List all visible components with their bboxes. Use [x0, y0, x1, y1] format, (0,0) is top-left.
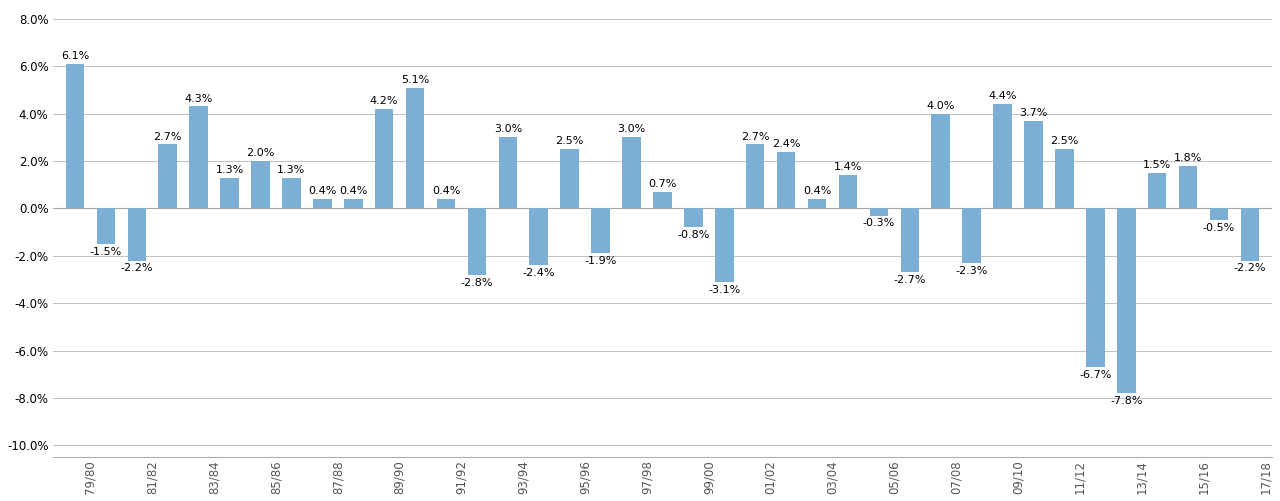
Text: -2.2%: -2.2%	[120, 264, 154, 274]
Text: 4.3%: 4.3%	[184, 94, 212, 104]
Bar	[561, 149, 579, 208]
Bar	[1210, 208, 1229, 220]
Bar	[251, 161, 270, 208]
Text: 0.4%: 0.4%	[308, 186, 337, 196]
Text: -0.8%: -0.8%	[677, 230, 709, 240]
Text: -2.4%: -2.4%	[522, 268, 556, 278]
Bar	[716, 208, 733, 282]
Text: 3.7%: 3.7%	[1019, 108, 1048, 118]
Bar	[128, 208, 146, 261]
Text: 2.5%: 2.5%	[1050, 136, 1079, 146]
Bar	[1117, 208, 1135, 393]
Text: -1.5%: -1.5%	[90, 247, 122, 257]
Text: 1.4%: 1.4%	[833, 162, 863, 172]
Bar	[499, 137, 517, 208]
Text: 0.4%: 0.4%	[803, 186, 831, 196]
Bar	[1024, 121, 1043, 208]
Bar	[159, 144, 177, 208]
Bar	[932, 114, 950, 208]
Bar	[684, 208, 703, 227]
Text: 1.3%: 1.3%	[278, 165, 306, 175]
Bar	[746, 144, 764, 208]
Bar	[591, 208, 609, 254]
Text: 4.0%: 4.0%	[927, 101, 955, 111]
Text: 6.1%: 6.1%	[61, 51, 90, 61]
Text: 2.7%: 2.7%	[741, 132, 769, 142]
Bar	[838, 175, 858, 208]
Text: 4.4%: 4.4%	[988, 91, 1016, 101]
Bar	[530, 208, 548, 266]
Bar	[314, 199, 332, 208]
Text: 2.7%: 2.7%	[154, 132, 182, 142]
Bar	[282, 177, 301, 208]
Bar	[65, 64, 84, 208]
Text: 3.0%: 3.0%	[494, 124, 522, 134]
Text: -1.9%: -1.9%	[585, 257, 617, 267]
Bar	[96, 208, 115, 244]
Text: 4.2%: 4.2%	[370, 96, 398, 106]
Text: 2.0%: 2.0%	[246, 148, 275, 158]
Text: 0.4%: 0.4%	[339, 186, 367, 196]
Bar	[622, 137, 641, 208]
Text: -2.7%: -2.7%	[893, 275, 925, 285]
Text: 3.0%: 3.0%	[617, 124, 645, 134]
Bar	[653, 192, 672, 208]
Text: -0.3%: -0.3%	[863, 218, 895, 228]
Bar	[963, 208, 980, 263]
Text: 1.3%: 1.3%	[215, 165, 243, 175]
Text: -2.3%: -2.3%	[955, 266, 988, 276]
Bar	[777, 151, 795, 208]
Bar	[344, 199, 362, 208]
Bar	[436, 199, 456, 208]
Bar	[901, 208, 919, 273]
Bar	[808, 199, 827, 208]
Text: -6.7%: -6.7%	[1079, 370, 1111, 380]
Bar	[1179, 166, 1197, 208]
Text: 0.4%: 0.4%	[431, 186, 461, 196]
Bar	[189, 107, 207, 208]
Bar	[1055, 149, 1074, 208]
Text: -7.8%: -7.8%	[1110, 396, 1143, 406]
Text: 5.1%: 5.1%	[401, 75, 429, 85]
Text: -3.1%: -3.1%	[708, 285, 740, 295]
Bar	[993, 104, 1012, 208]
Bar	[467, 208, 486, 275]
Bar	[406, 88, 425, 208]
Bar	[1148, 173, 1166, 208]
Bar	[1240, 208, 1260, 261]
Bar	[220, 177, 239, 208]
Text: -2.2%: -2.2%	[1234, 264, 1266, 274]
Bar	[375, 109, 393, 208]
Text: 0.7%: 0.7%	[648, 179, 677, 189]
Text: 1.8%: 1.8%	[1174, 153, 1202, 163]
Text: 2.4%: 2.4%	[772, 139, 800, 149]
Text: 1.5%: 1.5%	[1143, 160, 1171, 170]
Text: -2.8%: -2.8%	[461, 278, 493, 288]
Bar	[1085, 208, 1105, 367]
Text: 2.5%: 2.5%	[556, 136, 584, 146]
Bar	[869, 208, 888, 215]
Text: -0.5%: -0.5%	[1203, 223, 1235, 233]
